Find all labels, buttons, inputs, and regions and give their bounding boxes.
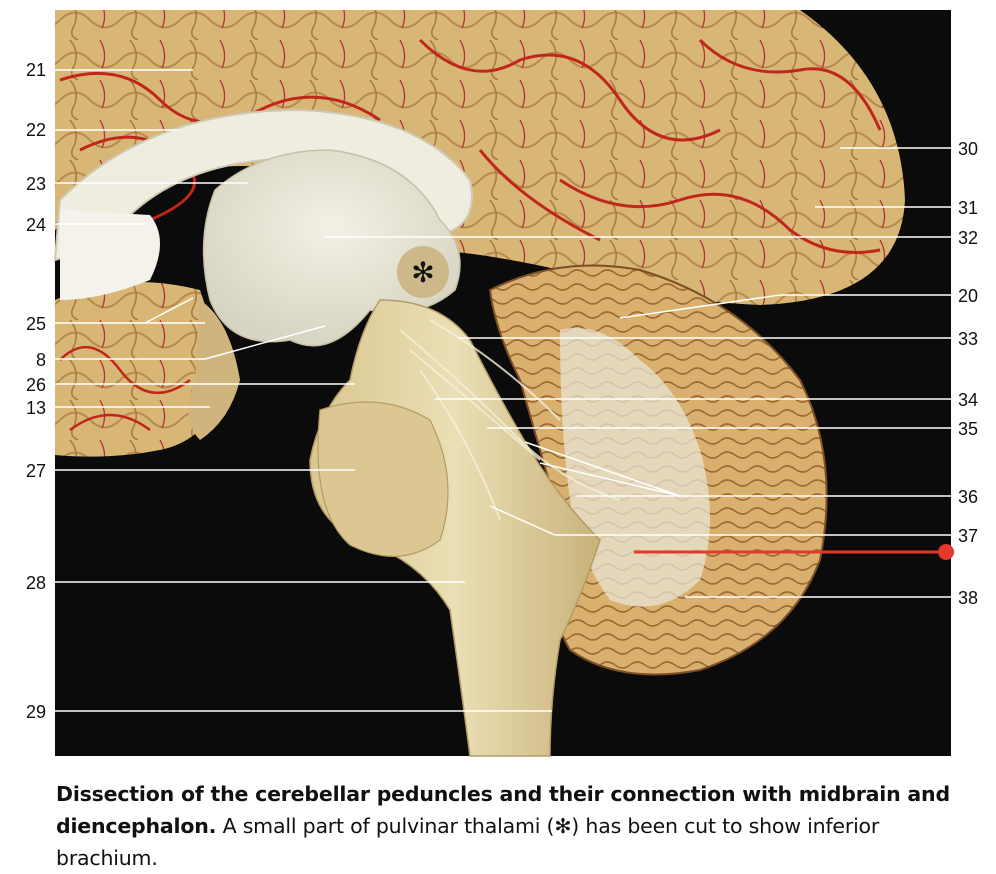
hypothalamic-structures <box>188 300 240 440</box>
label-37: 37 <box>958 526 978 546</box>
lower-cortex <box>55 282 230 457</box>
label-32: 32 <box>958 228 978 248</box>
label-36: 36 <box>958 487 978 507</box>
label-28: 28 <box>26 573 46 593</box>
pons <box>317 401 449 557</box>
label-22: 22 <box>26 120 46 140</box>
caption-title: Dissection of the cerebellar peduncles a… <box>56 782 950 838</box>
label-24: 24 <box>26 215 46 235</box>
label-29: 29 <box>26 702 46 722</box>
label-23: 23 <box>26 174 46 194</box>
label-38: 38 <box>958 588 978 608</box>
dissection-figure: ✻ <box>26 10 978 757</box>
highlight-pointer <box>634 544 954 560</box>
label-30: 30 <box>958 139 978 159</box>
label-31: 31 <box>958 198 978 218</box>
white-wedge <box>60 210 160 300</box>
left-number-labels: 21 22 23 24 25 8 26 13 27 28 29 <box>26 60 46 722</box>
label-20: 20 <box>958 286 978 306</box>
label-35: 35 <box>958 419 978 439</box>
right-number-labels: 30 31 32 20 33 34 35 36 37 38 <box>958 139 978 608</box>
label-34: 34 <box>958 390 978 410</box>
label-13: 13 <box>26 398 46 418</box>
label-25: 25 <box>26 314 46 334</box>
left-leader-lines <box>55 69 552 712</box>
cut-pulvinar <box>397 246 449 298</box>
label-26: 26 <box>26 375 46 395</box>
label-27: 27 <box>26 461 46 481</box>
asterisk-marker: ✻ <box>411 256 434 289</box>
label-8: 8 <box>36 350 46 370</box>
peduncle-fibers <box>399 319 621 521</box>
label-33: 33 <box>958 329 978 349</box>
figure-caption: Dissection of the cerebellar peduncles a… <box>56 778 976 874</box>
cerebral-cortex <box>55 10 905 305</box>
lower-vessels <box>59 345 191 432</box>
label-21: 21 <box>26 60 46 80</box>
right-leader-lines <box>325 147 951 598</box>
cortical-vessels <box>59 38 882 254</box>
